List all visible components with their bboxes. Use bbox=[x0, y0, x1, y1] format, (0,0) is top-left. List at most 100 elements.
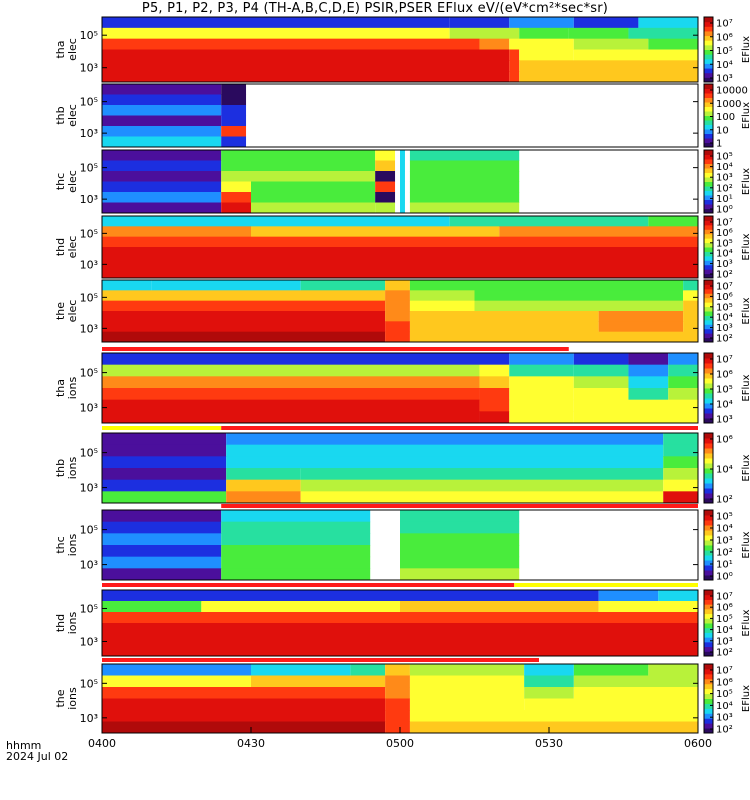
colorbar-swatch bbox=[704, 150, 713, 155]
spectrogram-cell bbox=[221, 115, 247, 127]
colorbar-swatch bbox=[704, 224, 713, 230]
spectrogram-cell bbox=[102, 556, 222, 569]
colorbar-tick-label: 1 bbox=[716, 139, 722, 150]
colorbar-swatch bbox=[704, 195, 713, 200]
status-bar-segment bbox=[539, 658, 698, 662]
colorbar-swatch bbox=[704, 49, 713, 55]
ylabel-probe: tha bbox=[54, 379, 67, 397]
colorbar-tick-label: 10² bbox=[716, 648, 733, 659]
colorbar-tick-label: 10² bbox=[716, 495, 733, 506]
colorbar-swatch bbox=[704, 133, 713, 139]
spectrogram-cell bbox=[598, 311, 684, 322]
colorbar-swatch bbox=[704, 124, 713, 130]
colorbar-frame bbox=[703, 432, 714, 504]
spectrogram-cell bbox=[509, 399, 574, 412]
colorbar-swatch bbox=[704, 120, 713, 125]
spectrogram-cell bbox=[102, 444, 227, 457]
xtick-label: 0430 bbox=[237, 737, 265, 750]
spectrogram-cell bbox=[102, 675, 251, 688]
ytick-label: 10³ bbox=[80, 402, 98, 415]
spectrogram-cell bbox=[409, 202, 520, 214]
colorbar-tick-label: 10⁴ bbox=[716, 625, 733, 636]
spectrogram-cell bbox=[300, 468, 664, 481]
colorbar-tick-label: 10⁰ bbox=[716, 572, 733, 583]
colorbar-swatch bbox=[704, 54, 713, 60]
spectrogram-cell bbox=[102, 236, 698, 248]
spectrogram-cell bbox=[102, 411, 480, 424]
colorbar-swatch bbox=[704, 637, 713, 643]
xtick-label: 0400 bbox=[88, 737, 116, 750]
spectrogram-cell bbox=[221, 521, 371, 534]
xtick-label: 0500 bbox=[386, 737, 414, 750]
spectrogram-cell bbox=[102, 545, 222, 558]
colorbar-tick-label: 10³ bbox=[716, 536, 733, 547]
spectrogram-cell bbox=[400, 181, 405, 193]
colorbar-swatch bbox=[704, 488, 713, 494]
colorbar-tick-label: 10⁵ bbox=[716, 614, 733, 625]
spectrogram-cell bbox=[385, 311, 410, 322]
spectrogram-cell bbox=[102, 181, 222, 193]
spectrogram-cell bbox=[479, 376, 510, 389]
spectrogram-cell bbox=[683, 290, 698, 302]
spectrogram-cell bbox=[102, 202, 222, 214]
colorbar-swatch bbox=[704, 498, 713, 504]
ytick-label: 10⁵ bbox=[80, 291, 98, 304]
spectrogram-cell bbox=[102, 311, 386, 322]
spectrogram-cell bbox=[519, 49, 574, 61]
spectrogram-cell bbox=[400, 521, 520, 534]
colorbar-tick-label: 10⁶ bbox=[716, 370, 733, 381]
colorbar-swatch bbox=[704, 448, 713, 454]
ytick-label: 10³ bbox=[80, 127, 98, 140]
colorbar-swatch bbox=[704, 550, 713, 556]
spectrogram-cell bbox=[409, 321, 475, 333]
spectrogram-cell bbox=[102, 612, 698, 624]
spectrogram-cell bbox=[409, 290, 475, 302]
spectrogram-cell bbox=[300, 479, 664, 492]
colorbar-label: EFlux bbox=[741, 531, 750, 558]
ylabel-species: elec bbox=[66, 104, 79, 127]
colorbar-tick-label: 10⁴ bbox=[716, 524, 733, 535]
status-bar-segment bbox=[221, 504, 698, 508]
spectrogram-cell bbox=[400, 510, 520, 523]
colorbar-tick-label: 10³ bbox=[716, 636, 733, 647]
colorbar-swatch bbox=[704, 688, 713, 695]
colorbar-tick-label: 10⁴ bbox=[716, 701, 733, 712]
colorbar-tick-label: 10² bbox=[716, 270, 733, 281]
ytick-label: 10⁵ bbox=[80, 524, 98, 537]
spectrogram-cell bbox=[375, 181, 396, 193]
colorbar-swatch bbox=[704, 627, 713, 633]
colorbar-swatch bbox=[704, 315, 713, 321]
spectrogram-cell bbox=[683, 311, 698, 322]
spectrogram-cell bbox=[409, 171, 520, 182]
spectrogram-cell bbox=[221, 84, 247, 95]
spectrogram-cell bbox=[623, 290, 684, 302]
ylabel-species: ions bbox=[66, 376, 79, 399]
colorbar-swatch bbox=[704, 17, 713, 23]
colorbar-swatch bbox=[704, 40, 713, 46]
colorbar-swatch bbox=[704, 723, 713, 729]
colorbar-swatch bbox=[704, 515, 713, 521]
spectrogram-cell bbox=[400, 27, 450, 40]
spectrogram-cell bbox=[102, 49, 510, 61]
colorbar-swatch bbox=[704, 393, 713, 399]
spectrogram-cell bbox=[251, 181, 376, 193]
spectrogram-cell bbox=[221, 171, 376, 182]
spectrogram-cell bbox=[509, 60, 520, 72]
colorbar-tick-label: 10³ bbox=[716, 74, 733, 85]
colorbar-swatch bbox=[704, 284, 713, 290]
spectrogram-cell bbox=[102, 226, 251, 238]
colorbar-swatch bbox=[704, 154, 713, 160]
colorbar-swatch bbox=[704, 570, 713, 576]
colorbar-tick-label: 10⁴ bbox=[716, 400, 733, 411]
colorbar-swatch bbox=[704, 535, 713, 541]
status-bar-segment bbox=[221, 426, 698, 430]
colorbar-label: EFlux bbox=[741, 168, 750, 195]
colorbar-swatch bbox=[704, 623, 713, 629]
colorbar-swatch bbox=[704, 398, 713, 404]
spectrogram-cell bbox=[102, 300, 386, 312]
colorbar-swatch bbox=[704, 358, 713, 364]
colorbar-swatch bbox=[704, 641, 713, 648]
spectrogram-cell bbox=[102, 399, 480, 412]
spectrogram-cell bbox=[375, 171, 396, 182]
ylabel-species: elec bbox=[66, 300, 79, 323]
